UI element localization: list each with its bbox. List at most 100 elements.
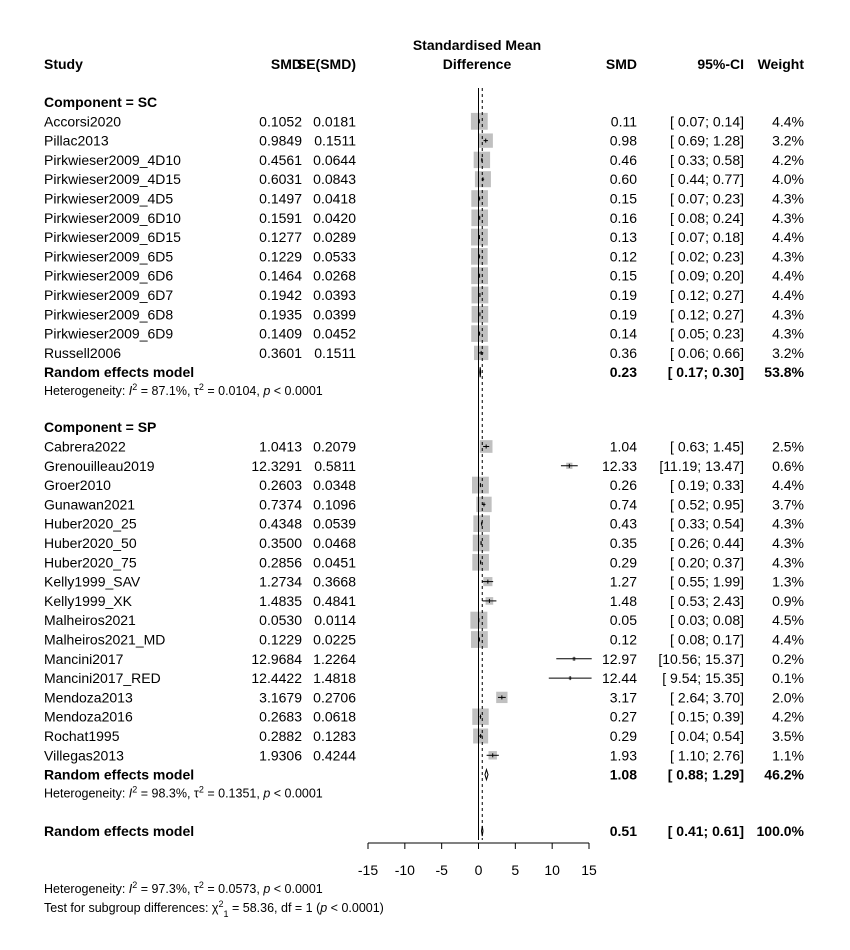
study-smd: 12.9684 [251, 651, 302, 667]
header-plot-title: Difference [443, 56, 512, 72]
study-name: Pirkwieser2009_4D10 [44, 152, 181, 168]
study-se: 0.4841 [313, 593, 356, 609]
subgroup-header: Component = SP [44, 419, 156, 435]
study-smd: 0.0530 [259, 612, 302, 628]
study-weight: 4.4% [772, 113, 804, 129]
study-se: 0.0393 [313, 287, 356, 303]
study-name: Kelly1999_SAV [44, 574, 141, 590]
subgroup-pooled-weight: 53.8% [764, 364, 804, 380]
study-se: 0.1096 [313, 496, 356, 512]
subgroup-pooled-smd: 1.08 [610, 767, 637, 783]
study-se: 1.4818 [313, 670, 356, 686]
study-se: 0.4244 [313, 747, 356, 763]
study-weight: 0.2% [772, 651, 804, 667]
study-weight: 4.3% [772, 306, 804, 322]
header-study: Study [44, 56, 83, 72]
study-ci: [ 0.69; 1.28] [670, 133, 744, 149]
study-se: 0.0181 [313, 113, 356, 129]
study-se: 0.0468 [313, 535, 356, 551]
study-weight: 0.1% [772, 670, 804, 686]
subgroup-pooled-label: Random effects model [44, 767, 194, 783]
study-smd: 1.4835 [259, 593, 302, 609]
study-se: 0.0348 [313, 477, 356, 493]
study-weight: 4.3% [772, 248, 804, 264]
study-smd-right: 12.44 [602, 670, 637, 686]
study-name: Pirkwieser2009_4D5 [44, 191, 173, 207]
study-smd-right: 0.11 [611, 113, 637, 129]
study-ci: [ 0.12; 0.27] [670, 306, 744, 322]
study-name: Russell2006 [44, 345, 121, 361]
header-plot-title: Standardised Mean [413, 37, 541, 53]
study-se: 0.0843 [313, 171, 356, 187]
study-se: 0.5811 [314, 458, 356, 474]
study-weight: 4.3% [772, 516, 804, 532]
study-smd-right: 0.60 [610, 171, 637, 187]
study-ci: [ 0.33; 0.58] [670, 152, 744, 168]
study-ci: [ 0.20; 0.37] [670, 554, 744, 570]
study-ci: [ 0.07; 0.14] [670, 113, 744, 129]
study-se: 0.2079 [313, 439, 356, 455]
study-se: 0.0225 [313, 632, 356, 648]
header-weight: Weight [758, 56, 805, 72]
study-weight: 4.4% [772, 477, 804, 493]
x-tick-label: -10 [395, 862, 415, 878]
study-name: Cabrera2022 [44, 439, 126, 455]
study-smd-right: 0.98 [610, 133, 637, 149]
study-ci: [ 0.05; 0.23] [670, 326, 744, 342]
study-ci: [11.19; 13.47] [659, 458, 744, 474]
study-smd-right: 0.15 [610, 268, 637, 284]
study-se: 0.0418 [313, 191, 356, 207]
study-name: Malheiros2021_MD [44, 632, 165, 648]
study-name: Mancini2017 [44, 651, 124, 667]
study-name: Mendoza2016 [44, 709, 133, 725]
study-ci: [ 9.54; 15.35] [662, 670, 744, 686]
subgroup-pooled-label: Random effects model [44, 364, 194, 380]
study-name: Huber2020_75 [44, 554, 137, 570]
study-ci: [ 0.63; 1.45] [670, 439, 744, 455]
x-tick-label: -5 [435, 862, 448, 878]
study-ci: [ 0.07; 0.23] [670, 191, 744, 207]
study-se: 0.1283 [313, 728, 356, 744]
overall-pooled-label: Random effects model [44, 823, 194, 839]
study-smd: 1.9306 [259, 747, 302, 763]
study-weight: 4.2% [772, 152, 804, 168]
study-ci: [ 0.09; 0.20] [670, 268, 744, 284]
study-name: Pirkwieser2009_6D7 [44, 287, 173, 303]
study-ci: [ 1.10; 2.76] [670, 747, 744, 763]
study-name: Rochat1995 [44, 728, 120, 744]
study-se: 0.1511 [314, 345, 356, 361]
study-smd: 0.9849 [259, 133, 302, 149]
overall-heterogeneity: Heterogeneity: I2 = 97.3%, τ2 = 0.0573, … [44, 880, 323, 896]
study-smd: 0.2603 [259, 477, 302, 493]
study-smd: 0.4348 [259, 516, 302, 532]
study-se: 0.0399 [313, 306, 356, 322]
study-weight: 4.3% [772, 191, 804, 207]
study-weight: 1.3% [772, 574, 804, 590]
study-se: 0.1511 [314, 133, 356, 149]
study-name: Gunawan2021 [44, 496, 135, 512]
study-ci: [ 2.64; 3.70] [670, 689, 744, 705]
study-se: 0.0539 [313, 516, 356, 532]
study-smd: 3.1679 [259, 689, 302, 705]
study-ci: [ 0.52; 0.95] [670, 496, 744, 512]
header-se: SE(SMD) [297, 56, 356, 72]
study-weight: 3.5% [772, 728, 804, 744]
study-smd-right: 1.93 [610, 747, 637, 763]
study-weight: 4.3% [772, 210, 804, 226]
subgroup-pooled-diamond [484, 767, 489, 782]
study-name: Huber2020_50 [44, 535, 137, 551]
study-weight: 4.5% [772, 612, 804, 628]
study-smd-right: 0.16 [610, 210, 637, 226]
subgroup-pooled-ci: [ 0.17; 0.30] [668, 364, 744, 380]
study-smd-right: 12.33 [602, 458, 637, 474]
x-tick-label: 15 [581, 862, 597, 878]
study-weight: 4.4% [772, 229, 804, 245]
study-se: 0.0451 [313, 554, 356, 570]
x-tick-label: 5 [511, 862, 519, 878]
study-smd: 1.0413 [259, 439, 302, 455]
study-smd: 0.4561 [259, 152, 302, 168]
study-se: 0.0533 [313, 248, 356, 264]
x-tick-label: 10 [544, 862, 560, 878]
study-ci: [ 0.19; 0.33] [670, 477, 744, 493]
study-name: Pirkwieser2009_6D15 [44, 229, 181, 245]
